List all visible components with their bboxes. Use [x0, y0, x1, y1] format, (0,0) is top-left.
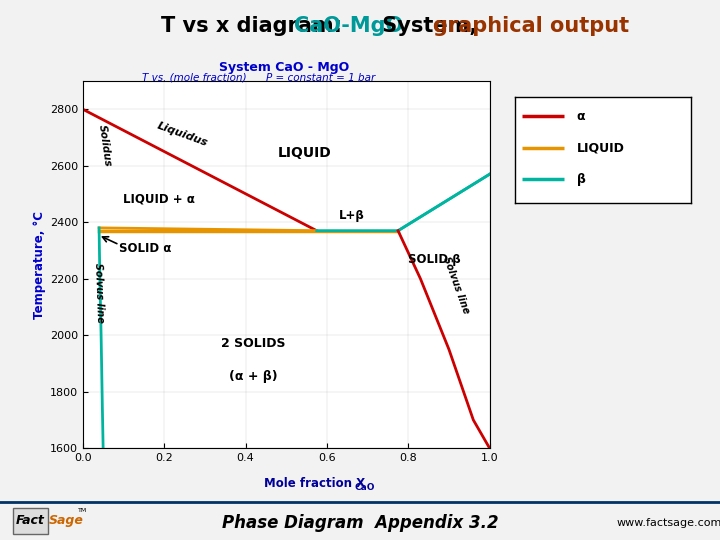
Text: System,: System, [375, 16, 485, 36]
Text: graphical output: graphical output [433, 16, 629, 36]
Text: L+β: L+β [339, 210, 365, 222]
Text: T vs. (mole fraction): T vs. (mole fraction) [142, 73, 247, 83]
Text: Mole fraction X: Mole fraction X [264, 477, 364, 490]
Text: Solidus: Solidus [97, 124, 113, 168]
Text: SOLID α: SOLID α [120, 242, 172, 255]
Text: CaO-MgO: CaO-MgO [294, 16, 404, 36]
Text: α: α [577, 110, 585, 123]
Text: System CaO - MgO: System CaO - MgO [220, 61, 349, 74]
Text: 2 SOLIDS: 2 SOLIDS [222, 336, 286, 349]
Text: CaO: CaO [354, 483, 374, 491]
Text: Solvus line: Solvus line [441, 255, 471, 315]
Text: Phase Diagram  Appendix 3.2: Phase Diagram Appendix 3.2 [222, 514, 498, 532]
FancyBboxPatch shape [13, 508, 48, 534]
Text: β: β [577, 173, 585, 186]
Text: Solvus line: Solvus line [93, 263, 105, 323]
Text: Liquidus: Liquidus [156, 120, 210, 148]
Text: Sage: Sage [49, 514, 84, 527]
Text: TM: TM [78, 508, 87, 514]
Y-axis label: Temperature, °C: Temperature, °C [32, 211, 45, 319]
Text: LIQUID: LIQUID [577, 141, 624, 154]
Text: T vs x diagram:: T vs x diagram: [161, 16, 349, 36]
Text: (α + β): (α + β) [230, 370, 278, 383]
Text: Fact: Fact [16, 514, 45, 527]
Text: LIQUID: LIQUID [278, 146, 332, 160]
Text: P = constant = 1 bar: P = constant = 1 bar [266, 73, 375, 83]
Text: www.factsage.com: www.factsage.com [617, 518, 720, 528]
Text: SOLID β: SOLID β [408, 253, 461, 266]
Text: LIQUID + α: LIQUID + α [124, 192, 195, 205]
